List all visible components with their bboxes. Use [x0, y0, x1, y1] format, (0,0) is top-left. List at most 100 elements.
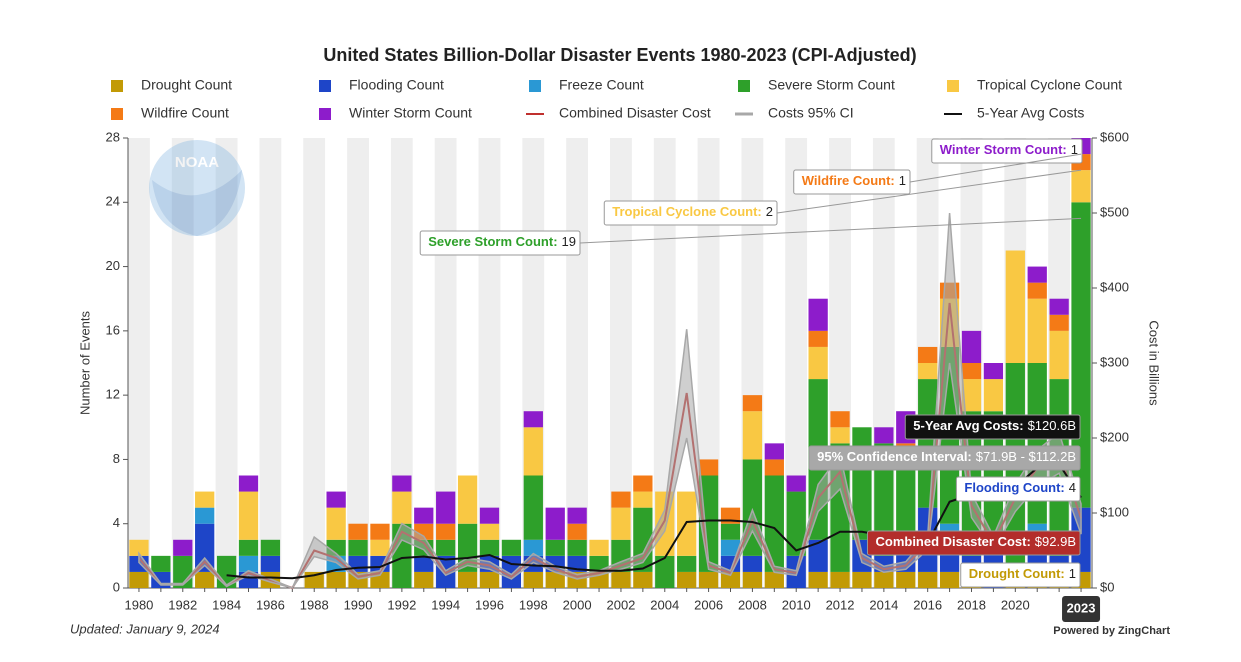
bar-segment: [764, 459, 784, 476]
x-tick-label: 1990: [344, 597, 373, 612]
bar-segment: [523, 411, 543, 428]
bar-segment: [326, 491, 346, 508]
bar-segment: [392, 475, 412, 492]
bar-segment: [742, 571, 763, 588]
y-tick-label: 8: [113, 451, 120, 466]
bar-segment: [567, 523, 587, 540]
bar-segment: [479, 507, 500, 524]
bar-segment: [195, 491, 215, 508]
x-tick-label: 1984: [212, 597, 241, 612]
x-tick-label: 1994: [431, 597, 460, 612]
bar-segment: [260, 539, 281, 556]
bar-segment: [633, 491, 653, 508]
bar-segment: [326, 571, 346, 588]
legend-label: Costs 95% CI: [768, 105, 854, 121]
tooltip-box: [955, 476, 1081, 502]
x-tick-label: 2008: [738, 597, 767, 612]
tooltip-value: $71.9B - $112.2B: [976, 449, 1076, 464]
column-stripe: [303, 138, 326, 588]
x-tick-label: 2002: [606, 597, 635, 612]
tooltip-label: Winter Storm Count:: [940, 142, 1067, 157]
bar-segment: [238, 539, 259, 556]
tooltip-connector: [909, 153, 1082, 183]
x-tick-label: 2016: [913, 597, 942, 612]
bar-segment: [939, 571, 960, 588]
tooltip-label: Flooding Count:: [964, 480, 1064, 495]
bar-segment: [874, 571, 894, 588]
tooltip-value: $120.6B: [1028, 418, 1076, 433]
bar-segment: [808, 571, 828, 588]
bar-segment: [545, 507, 565, 540]
tooltip: Combined Disaster Cost: $92.9B: [866, 530, 1081, 556]
bar-segment: [523, 427, 543, 476]
bar-segment: [983, 411, 1004, 540]
tooltip-text: Combined Disaster Cost: $92.9B: [875, 534, 1076, 549]
bar-segment: [786, 475, 806, 492]
bar-segment: [830, 427, 850, 444]
legend-label: Tropical Cyclone Count: [977, 77, 1122, 93]
bar-segment: [545, 571, 565, 588]
bar-segment: [436, 523, 456, 540]
tooltip-label: Drought Count:: [969, 566, 1065, 581]
legend-label: Flooding Count: [349, 77, 444, 93]
tooltip: Drought Count: 1: [960, 562, 1081, 588]
bar-segment: [457, 571, 478, 588]
bar-segment: [1027, 282, 1047, 299]
tooltip-label: 95% Confidence Interval:: [817, 449, 972, 464]
bar-segment: [173, 539, 193, 556]
legend-marker: [319, 80, 331, 92]
bar-segment: [808, 330, 828, 347]
bar-segment: [918, 571, 938, 588]
bar-segment: [457, 475, 478, 524]
bar-segment: [874, 443, 894, 556]
bar-segment: [436, 539, 456, 556]
legend-marker: [947, 80, 959, 92]
x-tick-label: 2014: [869, 597, 898, 612]
y-tick-label: 28: [106, 129, 120, 144]
bar-segment: [852, 571, 872, 588]
tooltip-box: [419, 230, 581, 256]
legend-marker: [738, 80, 750, 92]
column-stripe: [325, 138, 348, 588]
x-tick-label: 2018: [957, 597, 986, 612]
legend-marker: [111, 108, 123, 120]
bar-segment: [260, 555, 281, 572]
column-stripe: [149, 138, 172, 588]
tooltip-box: [808, 445, 1081, 471]
tooltip: 5-Year Avg Costs: $120.6B: [904, 414, 1081, 440]
bar-segment: [436, 491, 456, 524]
bar-segment: [545, 539, 565, 556]
bar-segment: [589, 539, 609, 556]
y2-axis-title: Cost in Billions: [1147, 320, 1162, 406]
bar-segment: [961, 379, 982, 412]
tooltip: Flooding Count: 4: [955, 476, 1081, 502]
x-tick-label: 1982: [168, 597, 197, 612]
bar-segment: [896, 459, 916, 540]
bar-segment: [501, 539, 522, 556]
tooltip-box: [931, 138, 1083, 164]
tooltip-box: [793, 169, 911, 195]
bar-segment: [742, 411, 763, 460]
bar-segment: [1005, 250, 1025, 363]
bar-segment: [698, 475, 719, 572]
bar-segment: [1049, 298, 1069, 315]
bar-segment: [808, 346, 828, 380]
bar-segment: [677, 555, 697, 572]
legend-label: Drought Count: [141, 77, 232, 93]
tooltip-text: Tropical Cyclone Count: 2: [612, 204, 773, 219]
bar-segment: [611, 491, 631, 508]
tooltip-box: [960, 562, 1081, 588]
line: [226, 463, 1082, 580]
legend-label: Severe Storm Count: [768, 77, 895, 93]
y2-tick-label: $200: [1100, 429, 1129, 444]
bar-segment: [523, 475, 543, 540]
credit: Powered by ZingChart: [1053, 625, 1170, 637]
bar-segment: [786, 491, 806, 556]
legend-marker: [529, 80, 541, 92]
tooltip-value: 1: [1071, 142, 1078, 157]
tooltip-value: 19: [562, 234, 576, 249]
bar-segment: [764, 475, 784, 572]
bar-segment: [611, 507, 631, 540]
tooltip-value: 1: [1069, 566, 1076, 581]
